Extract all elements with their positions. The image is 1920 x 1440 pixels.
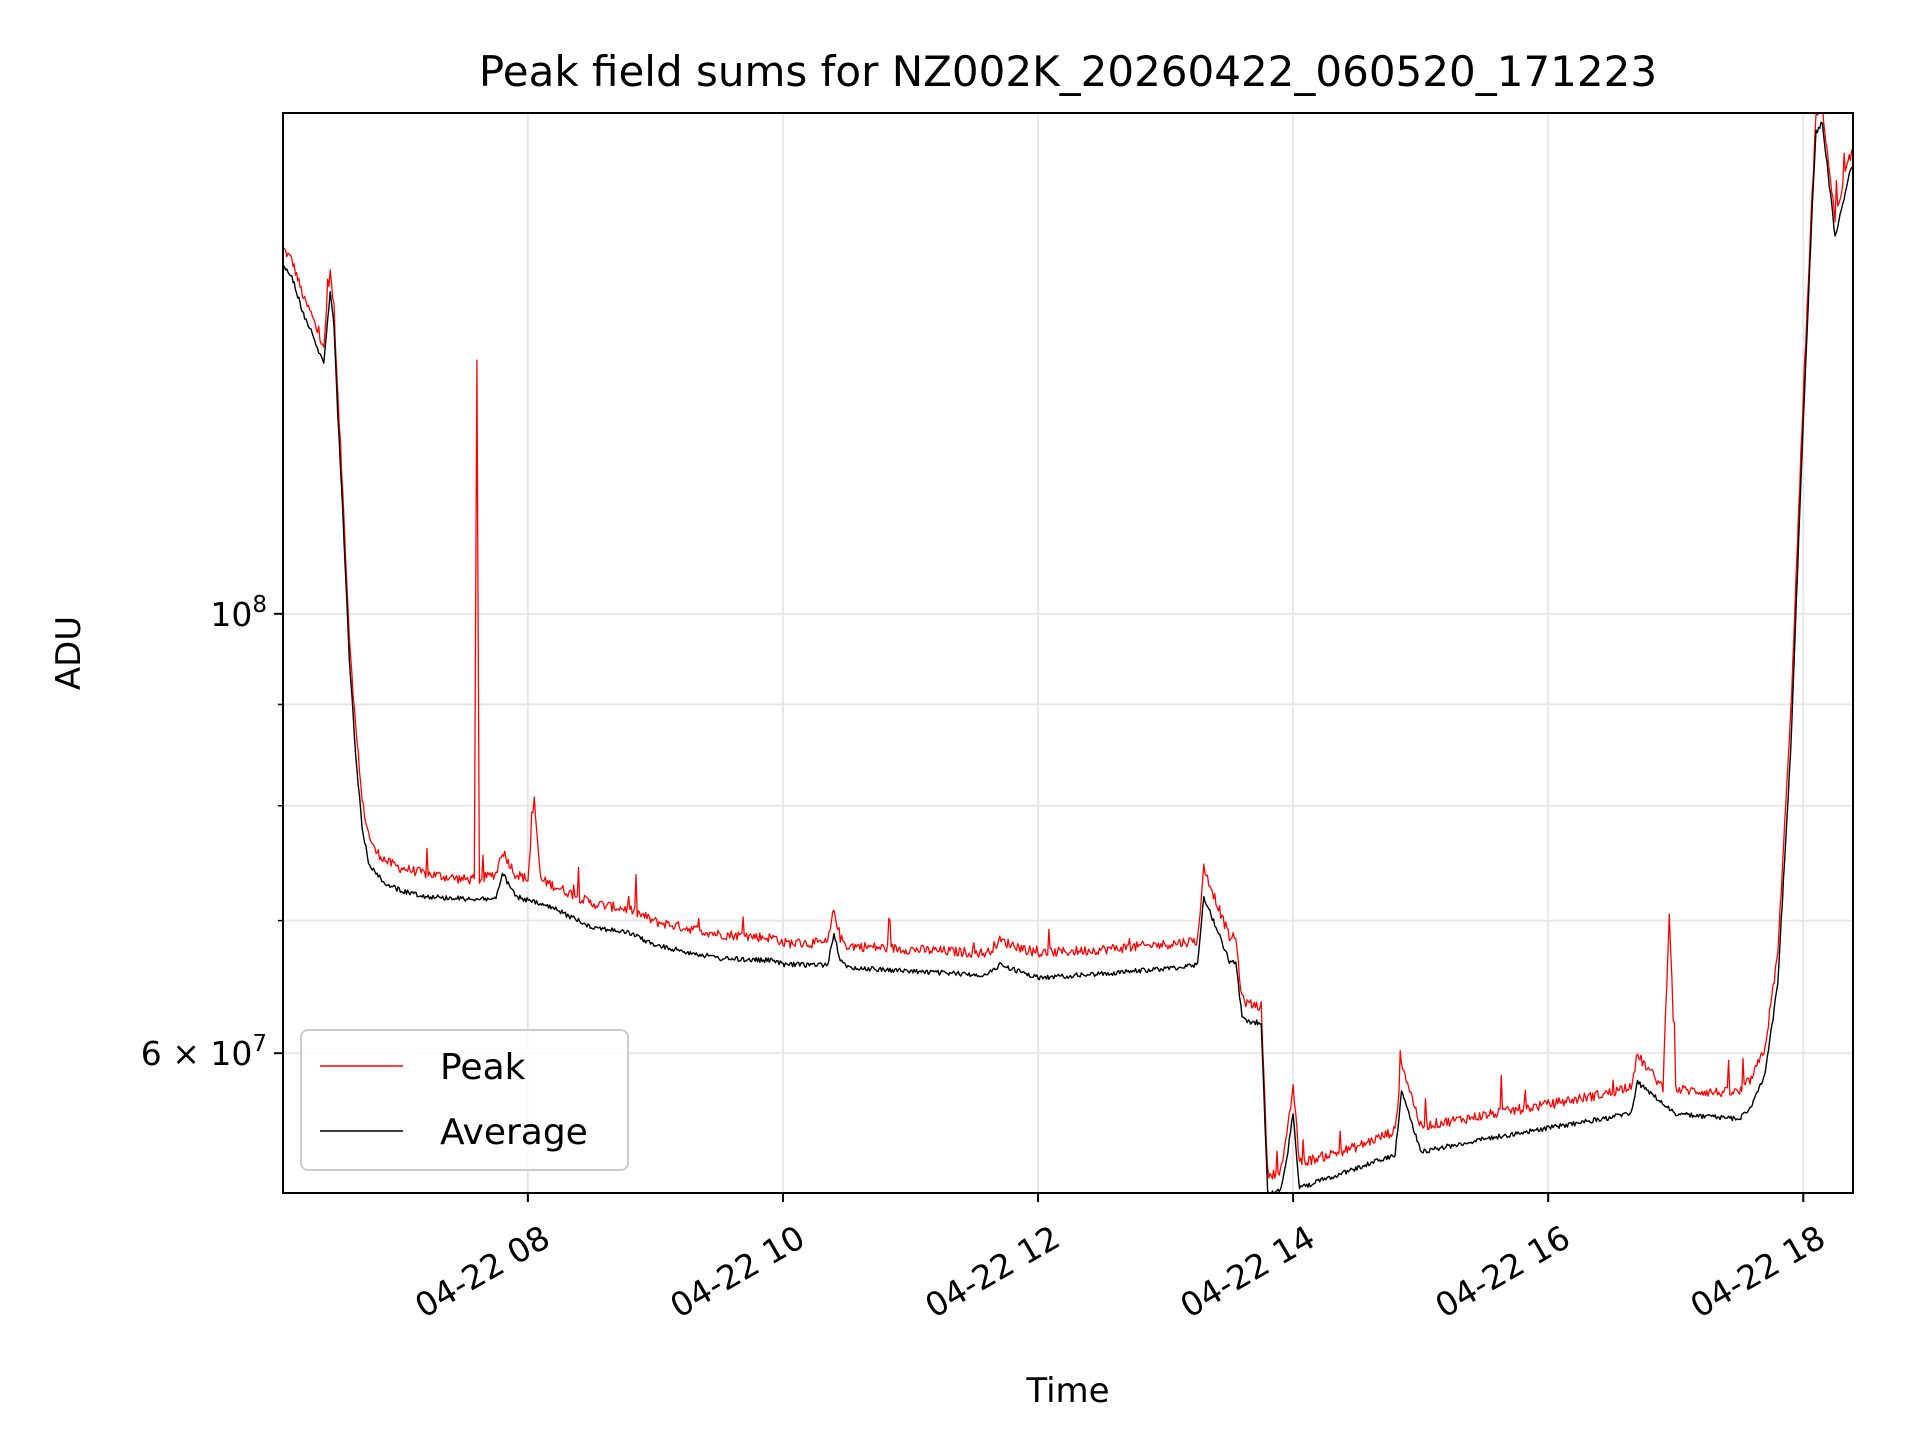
legend-box: [300, 1029, 629, 1171]
chart-title: Peak field sums for NZ002K_20260422_0605…: [479, 47, 1657, 96]
plot-frame: [282, 112, 1854, 1194]
y-minor-tick-label: 6 × 107: [141, 1031, 267, 1073]
x-axis-title: Time: [1025, 1371, 1109, 1411]
legend-label-peak: Peak: [440, 1047, 526, 1088]
y-axis-title: ADU: [49, 616, 89, 690]
grid: [283, 113, 1853, 1193]
series-line-average: [283, 121, 1853, 1193]
y-major-tick-label: 108: [210, 592, 267, 634]
legend-label-average: Average: [440, 1112, 588, 1153]
legend: Peak Average: [300, 1029, 629, 1171]
series-line-peak: [283, 113, 1853, 1180]
